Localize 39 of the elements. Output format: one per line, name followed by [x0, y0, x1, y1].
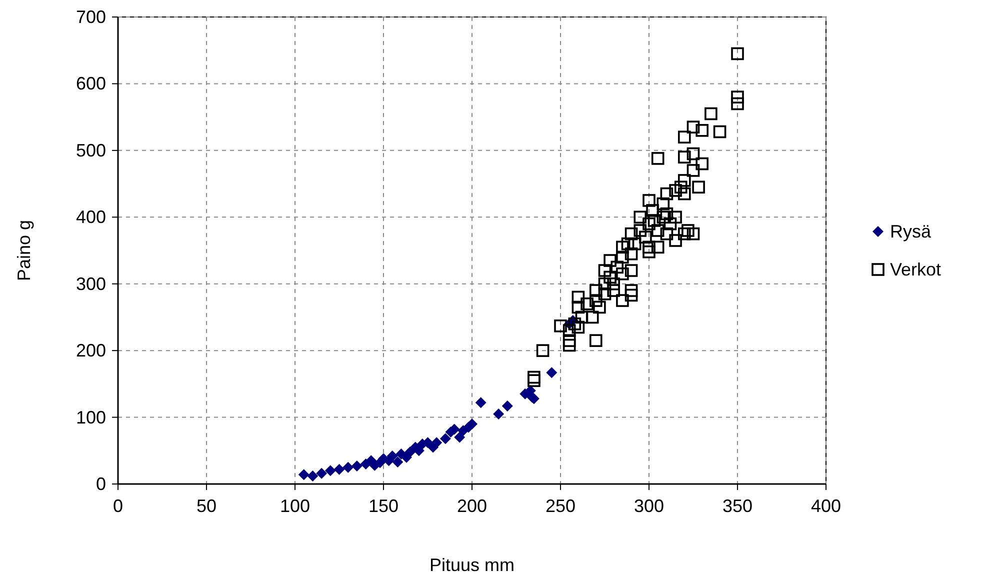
x-axis-title: Pituus mm [429, 555, 515, 575]
x-tick-label: 200 [456, 496, 488, 516]
point [431, 437, 442, 448]
point [475, 397, 486, 408]
point [493, 408, 504, 420]
point [342, 462, 354, 473]
point [324, 465, 336, 476]
y-tick-label: 300 [76, 274, 106, 294]
x-tick-label: 350 [722, 496, 753, 516]
y-axis-title: Paino g [14, 220, 34, 282]
y-tick-label: 400 [76, 207, 106, 228]
point [404, 446, 416, 458]
y-tick-label: 200 [76, 340, 106, 361]
x-tick-label: 400 [810, 496, 842, 516]
y-tick-label: 600 [76, 74, 106, 94]
point [440, 433, 451, 444]
point [454, 432, 466, 443]
y-tick-label: 500 [76, 140, 106, 160]
x-tick-label: 100 [280, 496, 310, 516]
point [307, 470, 318, 482]
point [546, 367, 558, 378]
point [298, 469, 310, 480]
x-tick-label: 50 [196, 496, 217, 516]
legend-label: Rysä [890, 222, 932, 242]
point [386, 450, 398, 462]
legend-label: Verkot [890, 260, 942, 280]
x-tick-label: 0 [112, 496, 124, 516]
x-tick-label: 300 [634, 496, 664, 516]
point [466, 418, 478, 430]
x-tick-label: 150 [368, 496, 399, 516]
point [502, 400, 513, 412]
point [334, 464, 345, 475]
x-tick-label: 250 [545, 496, 576, 516]
y-tick-label: 0 [96, 474, 106, 494]
point [316, 468, 328, 479]
point [351, 460, 362, 472]
y-tick-label: 700 [76, 7, 106, 27]
y-tick-label: 100 [76, 407, 106, 428]
point [392, 456, 404, 468]
